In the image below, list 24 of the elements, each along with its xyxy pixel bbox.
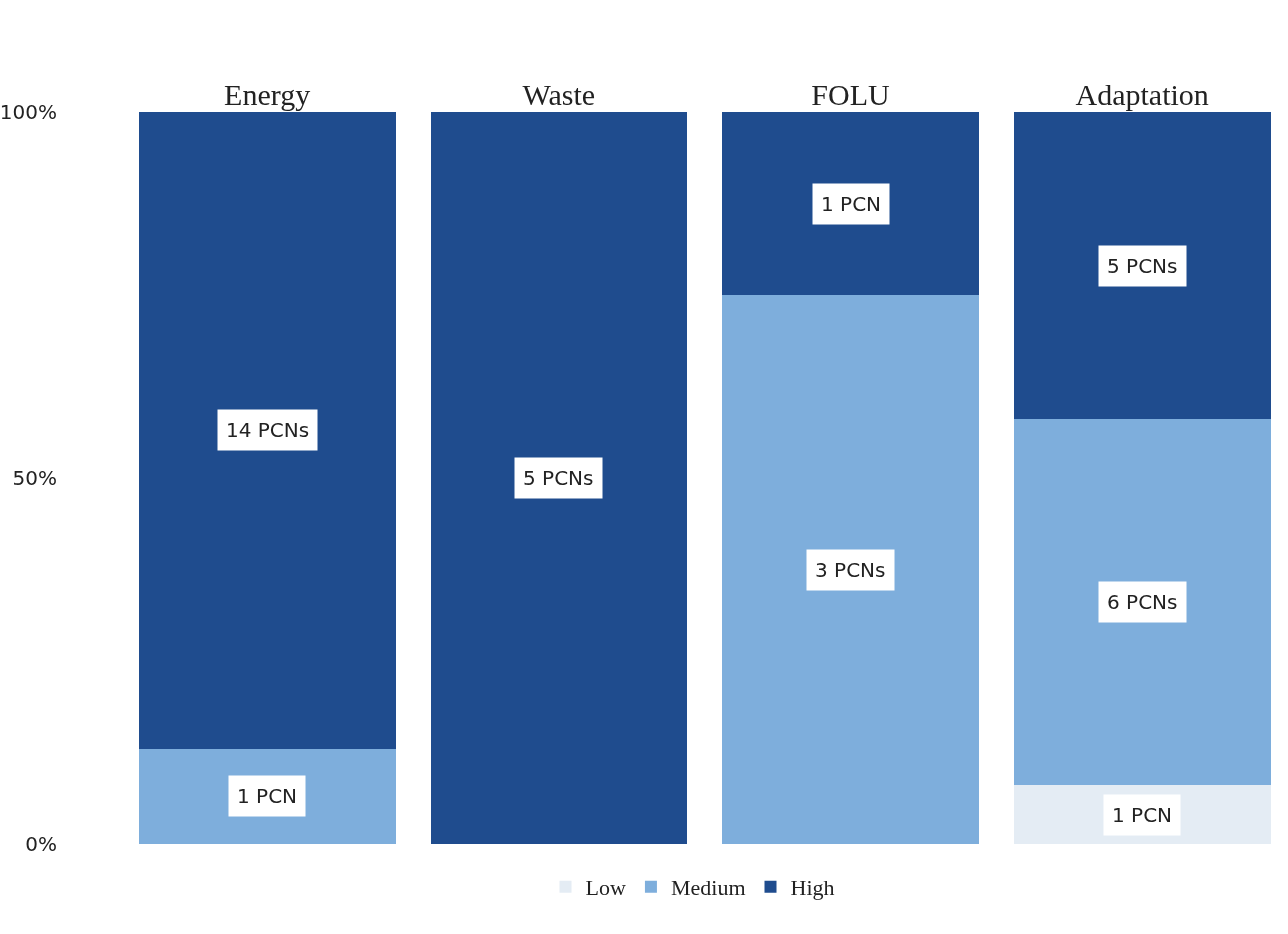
bar — [722, 112, 979, 295]
annotation: 5 PCNs — [1107, 254, 1178, 278]
legend-label: Medium — [670, 875, 746, 901]
bar — [1013, 419, 1271, 786]
annotation: 1 PCN — [821, 192, 882, 216]
annotation: 1 PCN — [237, 784, 298, 808]
bar — [722, 295, 979, 844]
bar — [138, 112, 396, 749]
annotation: 6 PCNs — [1107, 590, 1178, 614]
annotation: 5 PCNs — [523, 466, 594, 490]
bar — [1013, 112, 1271, 420]
x-tick-label: Waste — [522, 78, 596, 111]
annotation: 14 PCNs — [226, 418, 310, 442]
y-tick-label: 0% — [25, 832, 57, 856]
legend-label: Low — [585, 875, 626, 901]
x-tick-label: Energy — [224, 78, 311, 111]
x-tick-label: FOLU — [811, 78, 890, 111]
annotation: 1 PCN — [1112, 803, 1173, 827]
annotation: 3 PCNs — [815, 558, 886, 582]
x-tick-label: Adaptation — [1075, 78, 1209, 111]
y-tick-label: 50% — [12, 466, 57, 490]
y-tick-label: 100% — [0, 100, 57, 124]
bar — [430, 112, 688, 844]
legend-label: High — [790, 875, 835, 901]
